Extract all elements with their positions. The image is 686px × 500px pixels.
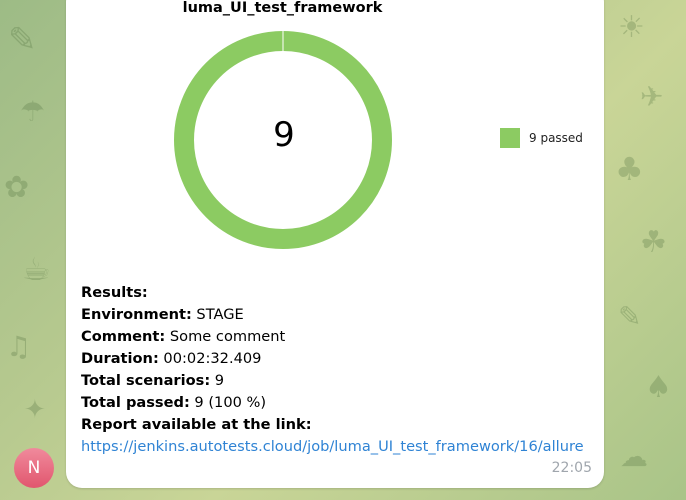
- chart-legend: 9 passed: [500, 128, 583, 148]
- chart-title: luma_UI_test_framework: [182, 0, 383, 16]
- wallpaper-doodle: ♫: [6, 330, 32, 363]
- message-text: Results: Environment: STAGE Comment: Som…: [81, 282, 601, 458]
- field-label: Duration:: [81, 350, 159, 367]
- field-value: STAGE: [191, 306, 244, 323]
- wallpaper-doodle: ☕: [22, 250, 51, 288]
- field-label: Comment:: [81, 328, 166, 345]
- total-scenarios-row: Total scenarios: 9: [81, 370, 601, 392]
- wallpaper-doodle: ♠: [645, 370, 672, 405]
- environment-row: Environment: STAGE: [81, 304, 601, 326]
- chart-center-value: 9: [273, 115, 295, 155]
- wallpaper-doodle: ✈: [640, 80, 664, 113]
- wallpaper-doodle: ✦: [24, 395, 46, 425]
- field-label: Environment:: [81, 306, 192, 323]
- report-label: Report available at the link:: [81, 416, 312, 433]
- wallpaper-doodle: ✎: [8, 20, 37, 60]
- field-value: 9: [210, 372, 225, 389]
- field-label: Total scenarios:: [81, 372, 211, 389]
- comment-row: Comment: Some comment: [81, 326, 601, 348]
- field-value: 00:02:32.409: [158, 350, 262, 367]
- field-value: Some comment: [165, 328, 286, 345]
- report-link[interactable]: https://jenkins.autotests.cloud/job/luma…: [81, 438, 584, 455]
- legend-swatch-passed: [500, 128, 520, 148]
- total-passed-row: Total passed: 9 (100 %): [81, 392, 601, 414]
- wallpaper-doodle: ☁: [620, 440, 648, 473]
- duration-row: Duration: 00:02:32.409: [81, 348, 601, 370]
- sender-avatar[interactable]: N: [14, 448, 54, 488]
- wallpaper-doodle: ☘: [640, 225, 667, 260]
- wallpaper-doodle: ☂: [20, 95, 46, 128]
- message-bubble[interactable]: luma_UI_test_framework 9 9 passed Result…: [66, 0, 604, 488]
- wallpaper-doodle: ♣: [615, 150, 644, 188]
- wallpaper-doodle: ✎: [618, 300, 642, 333]
- wallpaper-doodle: ✿: [4, 170, 30, 205]
- wallpaper-doodle: ☀: [618, 10, 645, 45]
- message-timestamp: 22:05: [551, 460, 592, 476]
- legend-label-passed: 9 passed: [529, 131, 583, 145]
- field-value: 9 (100 %): [189, 394, 267, 411]
- test-results-chart[interactable]: luma_UI_test_framework 9 9 passed: [66, 0, 604, 262]
- donut-chart: [174, 31, 392, 249]
- field-label: Total passed:: [81, 394, 190, 411]
- results-heading: Results:: [81, 284, 148, 301]
